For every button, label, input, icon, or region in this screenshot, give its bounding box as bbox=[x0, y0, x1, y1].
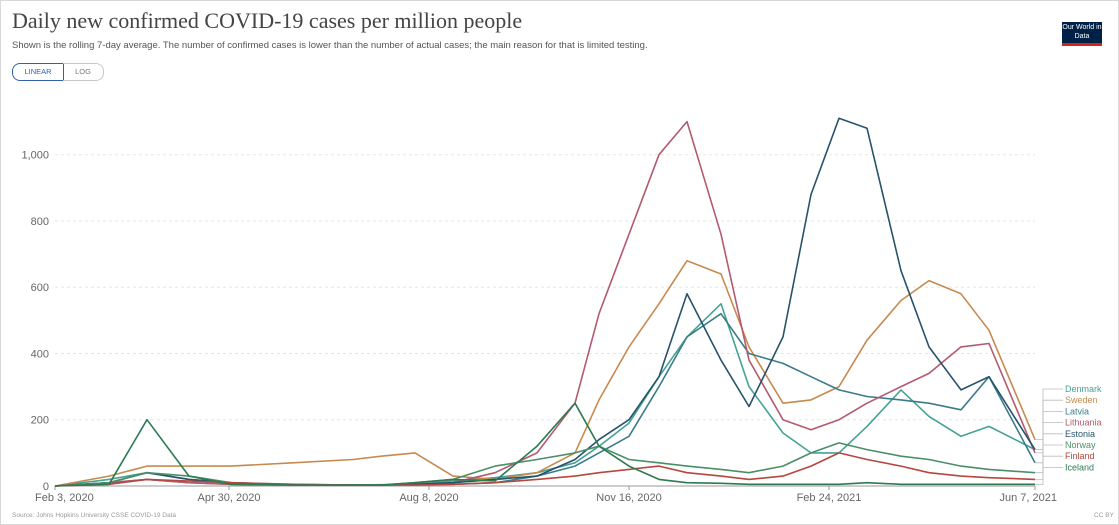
chart-subtitle: Shown is the rolling 7-day average. The … bbox=[12, 40, 648, 51]
log-scale-button[interactable]: LOG bbox=[63, 63, 104, 81]
license-note: CC BY bbox=[1094, 512, 1114, 519]
chart-title: Daily new confirmed COVID-19 cases per m… bbox=[12, 8, 523, 33]
source-note: Source: Johns Hopkins University CSSE CO… bbox=[12, 512, 177, 519]
owid-logo[interactable]: Our World in Data bbox=[1062, 22, 1102, 46]
linear-scale-button[interactable]: LINEAR bbox=[12, 63, 64, 81]
